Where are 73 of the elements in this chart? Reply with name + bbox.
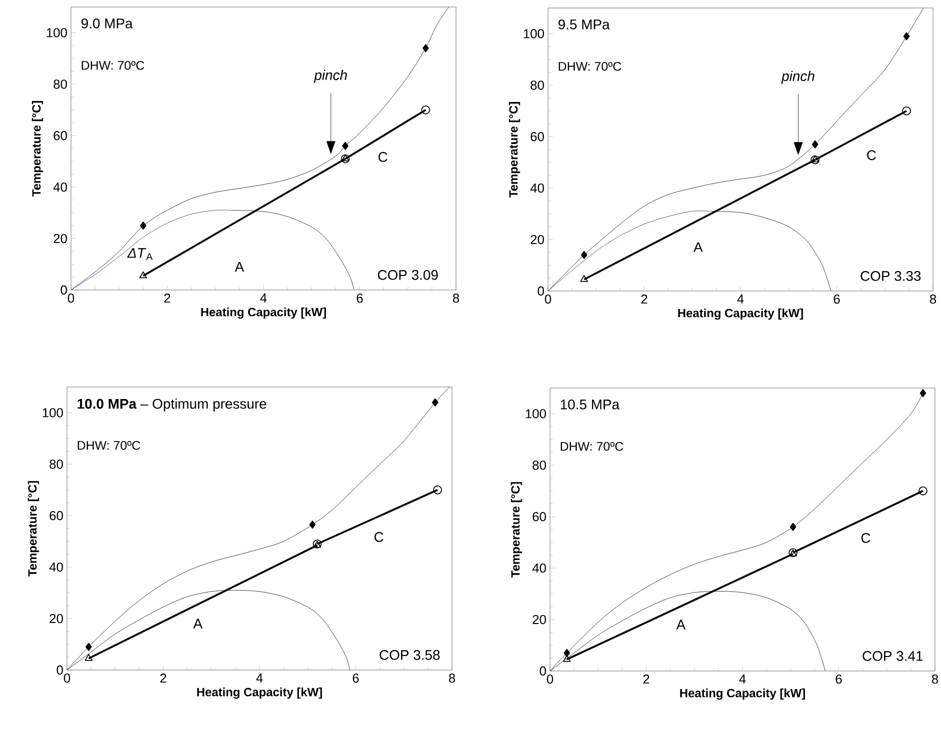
annotation: C	[378, 152, 388, 162]
y-tick-label: 100	[42, 408, 63, 418]
annotation: A	[193, 618, 203, 628]
text: 10.0 MPa – Optimum pressure	[78, 398, 266, 412]
annotation: DHW: 70ºC	[560, 442, 624, 451]
y-tick-label: 40	[532, 564, 546, 573]
annotation: DHW: 70ºC	[82, 60, 144, 70]
y-axis-title: Temperature [°C]	[32, 101, 44, 196]
x-tick-label: 8	[452, 294, 460, 303]
y-tick-label: 80	[54, 80, 67, 89]
y-tick-label: 0	[538, 286, 544, 296]
y-tick-label: 40	[53, 182, 67, 192]
annotation: DHW: 70ºC	[558, 62, 622, 71]
annotation: C	[374, 532, 384, 542]
x-tick-label: 0	[68, 294, 74, 303]
y-tick-label: 80	[532, 460, 546, 470]
y-tick-label: 60	[530, 132, 544, 142]
y-tick-label: 0	[60, 285, 67, 295]
annotation: ΔT$_{A}$	[127, 248, 153, 260]
y-tick-label: 100	[524, 29, 544, 38]
text: 9.0 MPa	[81, 18, 133, 28]
annotation: COP 3.58	[380, 650, 440, 660]
annotation: COP 3.09	[378, 270, 438, 280]
x-axis-title: Heating Capacity [kW]	[197, 688, 322, 699]
annotation: A	[676, 620, 686, 630]
y-tick-label: 80	[50, 460, 63, 469]
annotation: C	[861, 533, 870, 543]
y-tick-label: 100	[46, 28, 67, 38]
x-tick-label: 2	[160, 674, 166, 683]
x-tick-label: 6	[836, 674, 842, 684]
y-tick-label: 60	[54, 131, 67, 140]
text: 9.5 MPa	[558, 20, 610, 30]
annotation: COP 3.33	[860, 271, 921, 281]
text: 10.5 MPa	[560, 400, 620, 410]
y-tick-label: 60	[50, 511, 63, 520]
x-tick-label: 4	[737, 294, 744, 304]
x-axis-title: Heating Capacity [kW]	[680, 688, 805, 700]
annotation: C	[867, 150, 876, 160]
annotation: pinch	[781, 70, 814, 84]
annotation: pinch	[314, 70, 347, 83]
annotation: A	[234, 262, 244, 272]
x-tick-label: 2	[643, 674, 650, 684]
annotation: COP 3.41	[862, 651, 923, 661]
y-axis-title: Temperature [°C]	[510, 482, 522, 578]
x-tick-label: 6	[356, 294, 363, 303]
y-tick-label: 40	[49, 562, 63, 572]
x-tick-label: 6	[352, 674, 359, 683]
y-tick-label: 80	[530, 80, 544, 90]
y-tick-label: 40	[530, 183, 544, 193]
x-tick-label: 2	[164, 294, 170, 303]
y-tick-label: 20	[50, 614, 63, 624]
x-tick-label: 4	[739, 674, 746, 684]
x-tick-label: 8	[930, 294, 936, 304]
y-tick-label: 0	[540, 666, 546, 676]
y-tick-label: 20	[54, 234, 67, 244]
y-tick-label: 60	[532, 512, 546, 522]
x-axis-title: Heating Capacity [kW]	[201, 308, 326, 319]
y-tick-label: 20	[530, 234, 544, 244]
y-axis-title: Temperature [°C]	[508, 102, 520, 198]
x-tick-label: 4	[256, 674, 263, 682]
x-tick-label: 6	[834, 294, 840, 304]
y-tick-label: 100	[526, 409, 546, 418]
y-axis-title: Temperature [°C]	[28, 481, 40, 576]
x-axis-title: Heating Capacity [kW]	[678, 308, 803, 320]
annotation: DHW: 70ºC	[78, 440, 140, 450]
x-tick-label: 0	[546, 674, 554, 684]
x-tick-label: 8	[932, 674, 938, 684]
x-tick-label: 4	[260, 294, 267, 302]
x-tick-label: 8	[448, 674, 456, 683]
x-tick-label: 2	[641, 294, 648, 304]
y-tick-label: 20	[532, 614, 546, 624]
annotation: A	[694, 242, 703, 252]
y-tick-label: 0	[56, 665, 63, 675]
